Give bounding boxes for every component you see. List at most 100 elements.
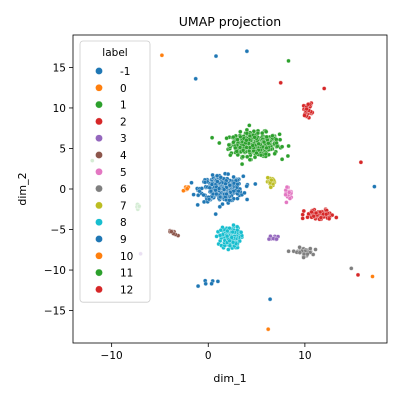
data-point-label-1 xyxy=(272,151,277,156)
data-point-label--1 xyxy=(224,191,229,197)
data-point-label-8 xyxy=(231,222,236,228)
data-point-label-8 xyxy=(225,228,230,234)
data-point-label--1 xyxy=(217,194,223,200)
data-point-label--1 xyxy=(244,49,250,54)
legend-marker xyxy=(95,285,103,294)
data-point-label-5 xyxy=(283,192,288,197)
data-point-label-2 xyxy=(300,216,305,221)
data-point-label-1 xyxy=(235,137,240,142)
data-point-label--1 xyxy=(193,76,198,81)
legend-entry-label: 3 xyxy=(120,133,127,145)
data-point-label--1 xyxy=(221,187,227,192)
data-point-label-2 xyxy=(326,216,332,221)
data-point-label--1 xyxy=(227,183,232,188)
data-point-label-6 xyxy=(297,250,302,255)
data-point-label-6 xyxy=(297,245,302,250)
legend-entry-label: -1 xyxy=(120,66,130,78)
legend-entry-label: 8 xyxy=(120,217,127,229)
data-point-label-1 xyxy=(244,131,249,136)
data-point-label-8 xyxy=(230,229,235,235)
y-tick-label: 5 xyxy=(59,143,66,155)
data-point-label-6 xyxy=(286,249,291,254)
data-point-label-2 xyxy=(355,272,361,278)
data-point-label-2 xyxy=(300,212,305,217)
data-point-label-1 xyxy=(252,155,258,160)
data-point-label--1 xyxy=(225,171,231,177)
legend-entry-label: 0 xyxy=(120,83,127,95)
data-point-label--1 xyxy=(220,201,225,207)
legend-entry-label: 1 xyxy=(120,100,127,112)
data-point-label-2 xyxy=(278,80,283,85)
data-point-label-2 xyxy=(301,208,306,214)
data-point-label-7 xyxy=(268,185,273,190)
data-point-label--1 xyxy=(231,174,236,180)
data-point-label-1 xyxy=(266,141,271,146)
data-point-label-2 xyxy=(322,86,327,91)
data-point-label-2 xyxy=(311,214,316,219)
data-point-label--1 xyxy=(199,186,204,191)
data-point-label-1 xyxy=(258,152,264,158)
data-point-label-9 xyxy=(209,281,214,286)
data-point-label-1 xyxy=(239,161,245,167)
data-point-label-1 xyxy=(228,152,233,158)
data-point-label-1 xyxy=(233,145,238,151)
data-point-label-1 xyxy=(255,130,261,136)
data-point-label-1 xyxy=(238,129,243,134)
data-point-label-1 xyxy=(217,140,222,146)
data-point-label-7 xyxy=(265,175,270,180)
data-point-label-5 xyxy=(284,184,290,190)
y-tick-label: −15 xyxy=(44,306,66,318)
data-point-label--1 xyxy=(244,197,250,202)
data-point-label-2 xyxy=(305,215,310,220)
legend-box xyxy=(79,40,151,303)
data-point-label--1 xyxy=(244,184,249,189)
data-point-label-1 xyxy=(274,140,279,146)
y-tick-label: 15 xyxy=(53,62,66,74)
data-point-label--1 xyxy=(206,197,212,202)
data-point-label-1 xyxy=(231,134,236,140)
data-point-label-1 xyxy=(238,134,243,139)
data-point-label--1 xyxy=(242,190,247,196)
x-tick-label: 10 xyxy=(298,350,311,362)
data-point-label--1 xyxy=(213,211,218,217)
data-point-label-8 xyxy=(224,234,230,239)
data-point-label-1 xyxy=(247,133,253,139)
y-tick-label: 10 xyxy=(53,103,66,115)
data-point-label--1 xyxy=(236,188,241,194)
data-point-label--1 xyxy=(195,202,200,208)
data-point-label--1 xyxy=(197,189,202,194)
data-point-label-6 xyxy=(311,252,316,257)
data-point-label--1 xyxy=(217,204,222,209)
legend-entry-label: 5 xyxy=(120,167,127,179)
data-point-label--1 xyxy=(191,192,196,197)
legend-entry-label: 4 xyxy=(120,150,127,162)
legend-entry-label: 12 xyxy=(120,284,133,296)
data-point-label-2 xyxy=(358,160,364,165)
data-point-label--1 xyxy=(267,297,273,302)
data-point-label-0 xyxy=(185,186,190,191)
data-point-label-2 xyxy=(324,212,329,217)
data-point-label-6 xyxy=(349,266,354,271)
legend-marker xyxy=(95,134,103,142)
data-point-label--1 xyxy=(372,184,377,189)
data-point-label--1 xyxy=(201,192,206,198)
data-point-label-1 xyxy=(264,145,269,151)
x-axis-label: dim_1 xyxy=(213,372,246,385)
data-point-label-0 xyxy=(266,327,271,332)
data-point-label-0 xyxy=(159,53,165,58)
legend-marker xyxy=(95,268,103,277)
data-point-label-8 xyxy=(217,233,223,238)
data-point-label-1 xyxy=(237,145,243,150)
legend-entry-label: 9 xyxy=(120,234,127,246)
data-point-label-9 xyxy=(203,281,208,286)
data-point-label-1 xyxy=(264,134,269,140)
data-point-label-5 xyxy=(287,190,292,195)
data-point-label-11 xyxy=(286,58,291,64)
chart-title: UMAP projection xyxy=(179,14,281,29)
data-point-label-8 xyxy=(227,243,233,248)
data-point-label--1 xyxy=(218,175,223,180)
legend-marker xyxy=(95,235,103,243)
data-point-label-1 xyxy=(250,143,255,148)
data-point-label-1 xyxy=(270,133,275,138)
